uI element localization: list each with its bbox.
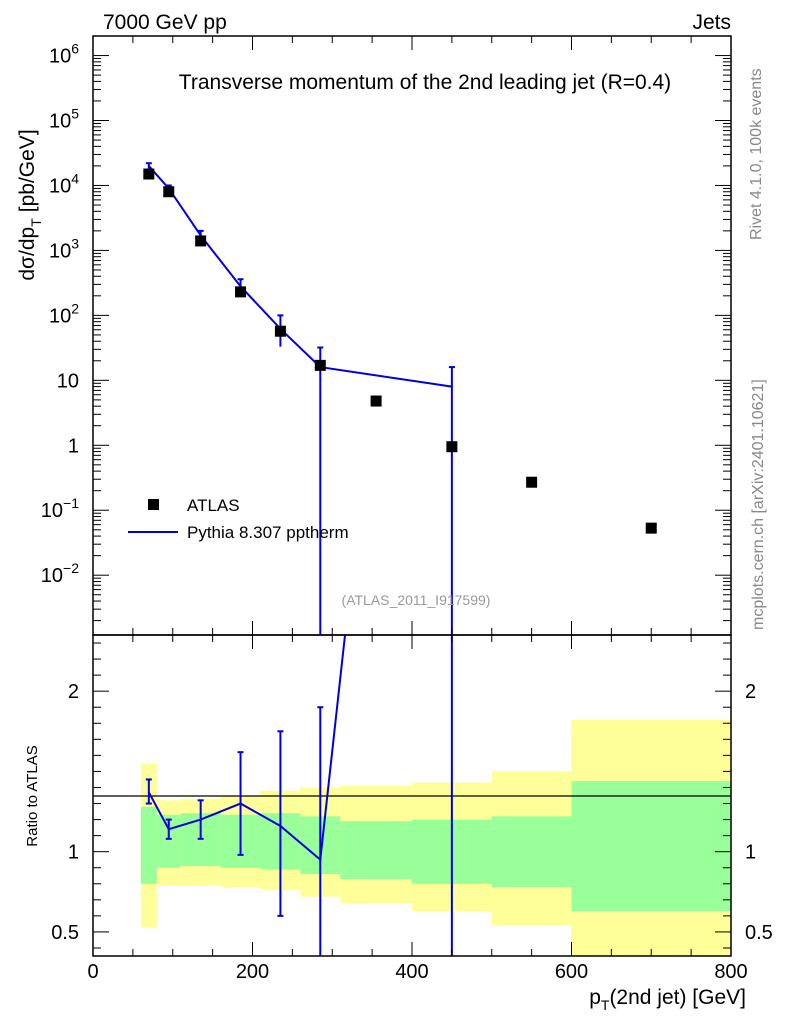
y-tick-label: 103 xyxy=(49,235,79,262)
ratio-tick-label-right: 2 xyxy=(745,681,756,703)
legend: ATLAS Pythia 8.307 pptherm xyxy=(128,496,349,542)
ratio-bands xyxy=(140,720,731,956)
y-tick-label: 10−2 xyxy=(41,560,79,587)
band-inner-6 xyxy=(340,821,412,879)
legend-label-pythia: Pythia 8.307 pptherm xyxy=(187,523,349,542)
y-tick-label: 104 xyxy=(49,170,79,197)
y-tick-label: 10 xyxy=(57,370,79,392)
data-point-0 xyxy=(143,168,155,180)
mc-line xyxy=(148,165,453,388)
header-left: 7000 GeV pp xyxy=(103,11,227,34)
y-tick-label: 1 xyxy=(68,435,79,457)
y-tick-label: 10−1 xyxy=(41,495,79,522)
y-tick-label: 102 xyxy=(49,300,79,327)
x-tick-label: 600 xyxy=(555,961,588,983)
data-point-8 xyxy=(526,476,538,488)
analysis-id: (ATLAS_2011_I917599) xyxy=(342,592,491,608)
ratio-tick-label-left: 2 xyxy=(68,681,79,703)
ratio-tick-labels: 2 2 1 1 0.5 0.5 xyxy=(51,681,773,944)
data-point-1 xyxy=(163,186,175,198)
y-tick-label: 106 xyxy=(49,41,79,68)
x-tick-label: 400 xyxy=(395,961,428,983)
band-inner-0 xyxy=(140,806,157,884)
band-inner-8 xyxy=(491,816,572,887)
ratio-tick-label-right: 0.5 xyxy=(745,922,773,944)
ratio-y-axis-label: Ratio to ATLAS xyxy=(24,745,41,846)
y-tick-label: 105 xyxy=(49,106,79,133)
chart-title: Transverse momentum of the 2nd leading j… xyxy=(179,71,671,94)
mc-main-series xyxy=(145,162,455,635)
mc-ratio-series xyxy=(145,635,453,956)
x-tick-labels: 0 200 400 600 800 xyxy=(87,961,747,983)
header-right: Jets xyxy=(692,11,731,34)
ratio-tick-label-left: 1 xyxy=(68,842,79,864)
data-point-9 xyxy=(645,522,657,534)
x-tick-label: 0 xyxy=(87,961,98,983)
data-point-7 xyxy=(446,441,458,453)
x-tick-label: 200 xyxy=(236,961,269,983)
x-tick-label: 800 xyxy=(714,961,747,983)
ratio-tick-label-right: 1 xyxy=(745,842,756,864)
legend-label-atlas: ATLAS xyxy=(187,496,240,515)
main-frame xyxy=(92,35,732,636)
data-point-5 xyxy=(314,359,326,371)
rivet-label: Rivet 4.1.0, 100k events xyxy=(748,68,765,240)
mcplots-label: mcplots.cern.ch [arXiv:2401.10621] xyxy=(750,379,767,630)
data-point-6 xyxy=(370,395,382,407)
legend-marker-atlas xyxy=(148,499,159,510)
band-inner-9 xyxy=(571,781,731,912)
ratio-tick-label-left: 0.5 xyxy=(51,922,79,944)
y-axis-label: dσ/dpT[pb/GeV] xyxy=(16,129,44,280)
data-point-2 xyxy=(195,235,207,247)
x-axis-label: pT(2nd jet) [GeV] xyxy=(589,986,746,1013)
data-point-3 xyxy=(235,286,247,298)
axis-ticks xyxy=(92,35,732,956)
ratio-line xyxy=(147,635,347,862)
data-main-series xyxy=(143,168,657,534)
data-point-4 xyxy=(274,325,286,337)
